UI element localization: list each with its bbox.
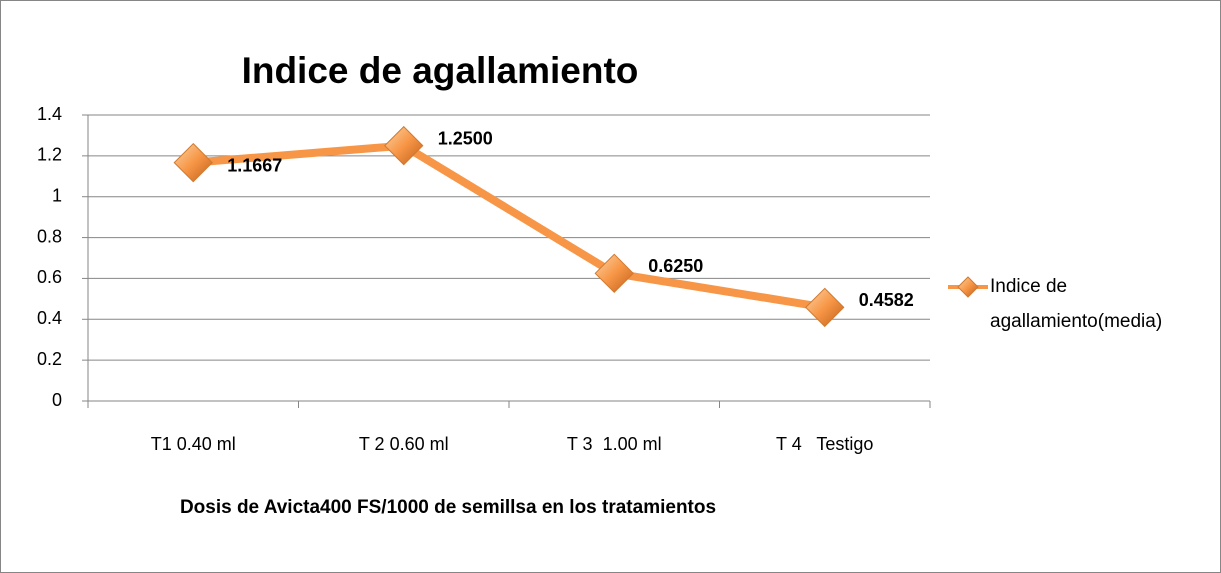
data-point [594,253,634,294]
y-tick-label: 0.8 [37,226,62,246]
data-label: 1.1667 [227,155,282,175]
chart-title: Indice de agallamiento [242,50,639,91]
data-point [173,142,213,183]
x-tick-label: T 4 Testigo [776,434,873,454]
y-tick-label: 0.2 [37,349,62,369]
y-tick-label: 0.6 [37,267,62,287]
legend: Indice de agallamiento(media) [990,276,1163,332]
y-tick-label: 1.4 [37,104,62,124]
data-label: 1.2500 [438,128,493,148]
data-point [384,125,424,166]
y-tick-label: 1 [52,185,62,205]
series-line [192,141,826,312]
x-tick-label: T 2 0.60 ml [359,434,449,454]
x-tick-label: T 3 1.00 ml [567,434,662,454]
y-tick-label: 0.4 [37,308,62,328]
data-label: 0.4582 [859,290,914,310]
y-tick-label: 0 [52,390,62,410]
data-point [805,287,845,328]
x-tick-label: T1 0.40 ml [151,434,236,454]
legend-marker [957,276,979,298]
data-label: 0.6250 [648,256,703,276]
legend-entry: Indice de agallamiento(media) [990,276,1163,332]
x-axis-label: Dosis de Avicta400 FS/1000 de semillsa e… [180,497,716,518]
y-tick-label: 1.2 [37,145,62,165]
